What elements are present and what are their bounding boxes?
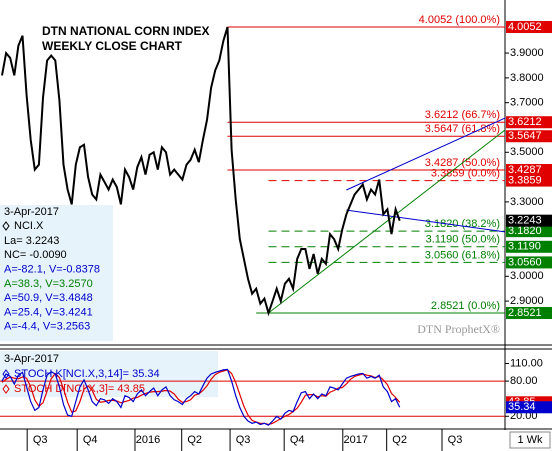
y-tick-label: 3.9000 [510,47,544,59]
axis-box-label: 3.6212 [508,116,542,128]
series-line [1,369,401,426]
y-tick-label: 3.8000 [510,72,544,84]
info-line: A=-82.1, V=-0.8378 [4,264,100,276]
trend-line [346,209,506,233]
last-value-label: 35.34 [508,401,536,413]
watermark: DTN ProphetX® [417,322,500,336]
y-tick-label: 3.0000 [510,270,544,282]
axis-box-label: 3.5647 [508,130,542,142]
y-tick-label: 80.00 [510,375,538,387]
stoch-date: 3-Apr-2017 [4,353,59,365]
y-tick-label: 3.5000 [510,146,544,158]
legend-label: STOCH K[NCI.X,3,14]= 35.34 [14,368,160,380]
x-tick-label: Q3 [236,434,251,446]
y-tick-label: 110.00 [510,357,543,369]
series-line [1,368,401,426]
axis-box [506,163,552,176]
axis-box [506,130,552,143]
x-tick-label: Q3 [33,434,48,446]
axis-box-label: 3.1820 [508,225,542,237]
trend-line [268,129,506,314]
chart-title: DTN NATIONAL CORN INDEX [42,24,210,38]
axis-box [506,256,552,269]
fib-label: 3.0560 (61.8%) [425,249,500,261]
info-symbol: NCI.X [14,220,44,232]
x-tick-label: Q2 [392,434,407,446]
fib-label: 4.0052 (100.0%) [419,14,500,26]
axis-box [506,116,552,129]
axis-box-label: 3.1190 [508,241,541,253]
x-tick-label: Q2 [187,434,202,446]
info-line: A=25.4, V=3.4241 [4,306,93,318]
x-tick-label: Q4 [83,434,98,446]
fib-label: 2.8521 (0.0%) [431,300,500,312]
axis-box-label: 2.8521 [508,307,542,319]
legend-icon [2,384,10,394]
axis-box-label: 3.3859 [508,174,542,186]
info-line: A=-4.4, V=3.2563 [4,321,90,333]
axis-box [506,174,552,187]
info-line: La= 3.2243 [4,235,59,247]
axis-box [506,240,552,253]
x-tick-label: Q4 [290,434,305,446]
period-label: 1 Wk [517,434,543,446]
axis-box [506,20,552,33]
trend-line [346,117,506,191]
axis-box [506,306,552,319]
info-line: A=38.3, V=3.2570 [4,278,93,290]
fib-label: 3.1190 (50.0%) [426,234,500,246]
axis-box-label: 3.0560 [508,256,542,268]
symbol-icon [2,221,10,231]
fib-label: 3.6212 (66.7%) [425,109,500,121]
last-value-box [506,401,552,414]
y-tick-label: 3.3000 [510,196,544,208]
stoch-legend-box [0,351,218,397]
x-tick-label: 2017 [344,434,368,446]
chart-subtitle: WEEKLY CLOSE CHART [42,39,183,53]
series-line [1,26,401,317]
y-tick-label: 3.7000 [510,97,544,109]
fib-label: 3.1820 (38.2%) [425,218,500,230]
last-value-label: 3.2243 [508,215,542,227]
period-box [509,431,551,449]
axis-box [506,225,552,238]
axis-box-label: 4.0052 [508,21,542,33]
info-date: 3-Apr-2017 [4,206,59,218]
info-line: NC= -0.0090 [4,249,67,261]
legend-icon [2,369,10,379]
info-box [0,205,113,341]
x-tick-label: 2016 [136,434,160,446]
x-tick-label: Q3 [448,434,463,446]
info-line: A=50.9, V=3.4848 [4,292,93,304]
last-value-box [506,214,552,227]
fib-label: 3.3859 (0.0%) [431,167,500,179]
y-tick-label: 2.9000 [510,295,544,307]
axis-box-label: 3.4287 [508,164,542,176]
fib-label: 3.5647 (61.8%) [425,123,500,135]
